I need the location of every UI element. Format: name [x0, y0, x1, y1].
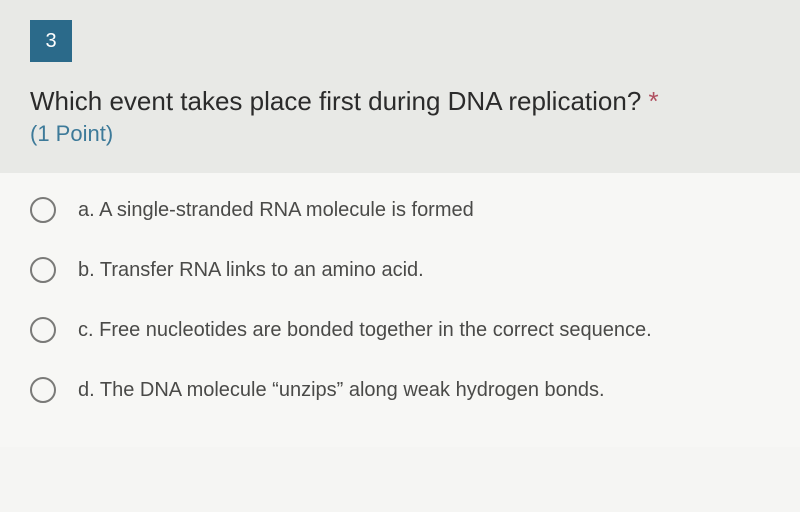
option-a[interactable]: a. A single-stranded RNA molecule is for… — [30, 197, 770, 223]
option-d[interactable]: d. The DNA molecule “unzips” along weak … — [30, 377, 770, 403]
option-b[interactable]: b. Transfer RNA links to an amino acid. — [30, 257, 770, 283]
options-list: a. A single-stranded RNA molecule is for… — [0, 173, 800, 447]
question-number-badge: 3 — [30, 20, 72, 62]
question-number: 3 — [45, 30, 56, 53]
radio-icon[interactable] — [30, 377, 56, 403]
option-label: b. Transfer RNA links to an amino acid. — [78, 259, 424, 282]
question-text-row: Which event takes place first during DNA… — [30, 84, 770, 119]
required-mark: * — [649, 86, 659, 116]
radio-icon[interactable] — [30, 257, 56, 283]
radio-icon[interactable] — [30, 197, 56, 223]
question-points: (1 Point) — [30, 121, 770, 147]
question-text: Which event takes place first during DNA… — [30, 86, 649, 116]
option-c[interactable]: c. Free nucleotides are bonded together … — [30, 317, 770, 343]
question-header: 3 Which event takes place first during D… — [0, 0, 800, 173]
option-label: d. The DNA molecule “unzips” along weak … — [78, 379, 605, 402]
radio-icon[interactable] — [30, 317, 56, 343]
option-label: a. A single-stranded RNA molecule is for… — [78, 199, 474, 222]
option-label: c. Free nucleotides are bonded together … — [78, 319, 652, 342]
